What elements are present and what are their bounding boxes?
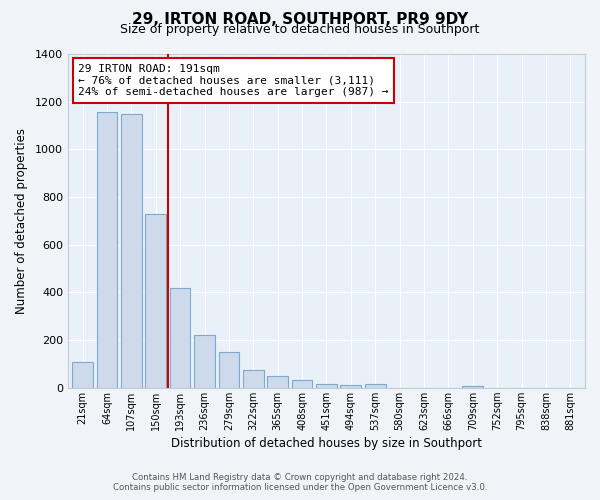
Bar	[463, 386, 483, 388]
X-axis label: Distribution of detached houses by size in Southport: Distribution of detached houses by size …	[171, 437, 482, 450]
Bar	[365, 384, 386, 388]
Bar	[97, 112, 118, 388]
Bar	[72, 362, 93, 388]
Text: 29, IRTON ROAD, SOUTHPORT, PR9 9DY: 29, IRTON ROAD, SOUTHPORT, PR9 9DY	[132, 12, 468, 28]
Bar	[268, 376, 288, 388]
Bar	[292, 380, 313, 388]
Bar	[340, 385, 361, 388]
Text: Size of property relative to detached houses in Southport: Size of property relative to detached ho…	[121, 22, 479, 36]
Y-axis label: Number of detached properties: Number of detached properties	[15, 128, 28, 314]
Text: 29 IRTON ROAD: 191sqm
← 76% of detached houses are smaller (3,111)
24% of semi-d: 29 IRTON ROAD: 191sqm ← 76% of detached …	[78, 64, 389, 97]
Bar	[243, 370, 263, 388]
Bar	[121, 114, 142, 388]
Bar	[316, 384, 337, 388]
Bar	[170, 288, 190, 388]
Bar	[194, 336, 215, 388]
Text: Contains HM Land Registry data © Crown copyright and database right 2024.
Contai: Contains HM Land Registry data © Crown c…	[113, 473, 487, 492]
Bar	[218, 352, 239, 388]
Bar	[145, 214, 166, 388]
